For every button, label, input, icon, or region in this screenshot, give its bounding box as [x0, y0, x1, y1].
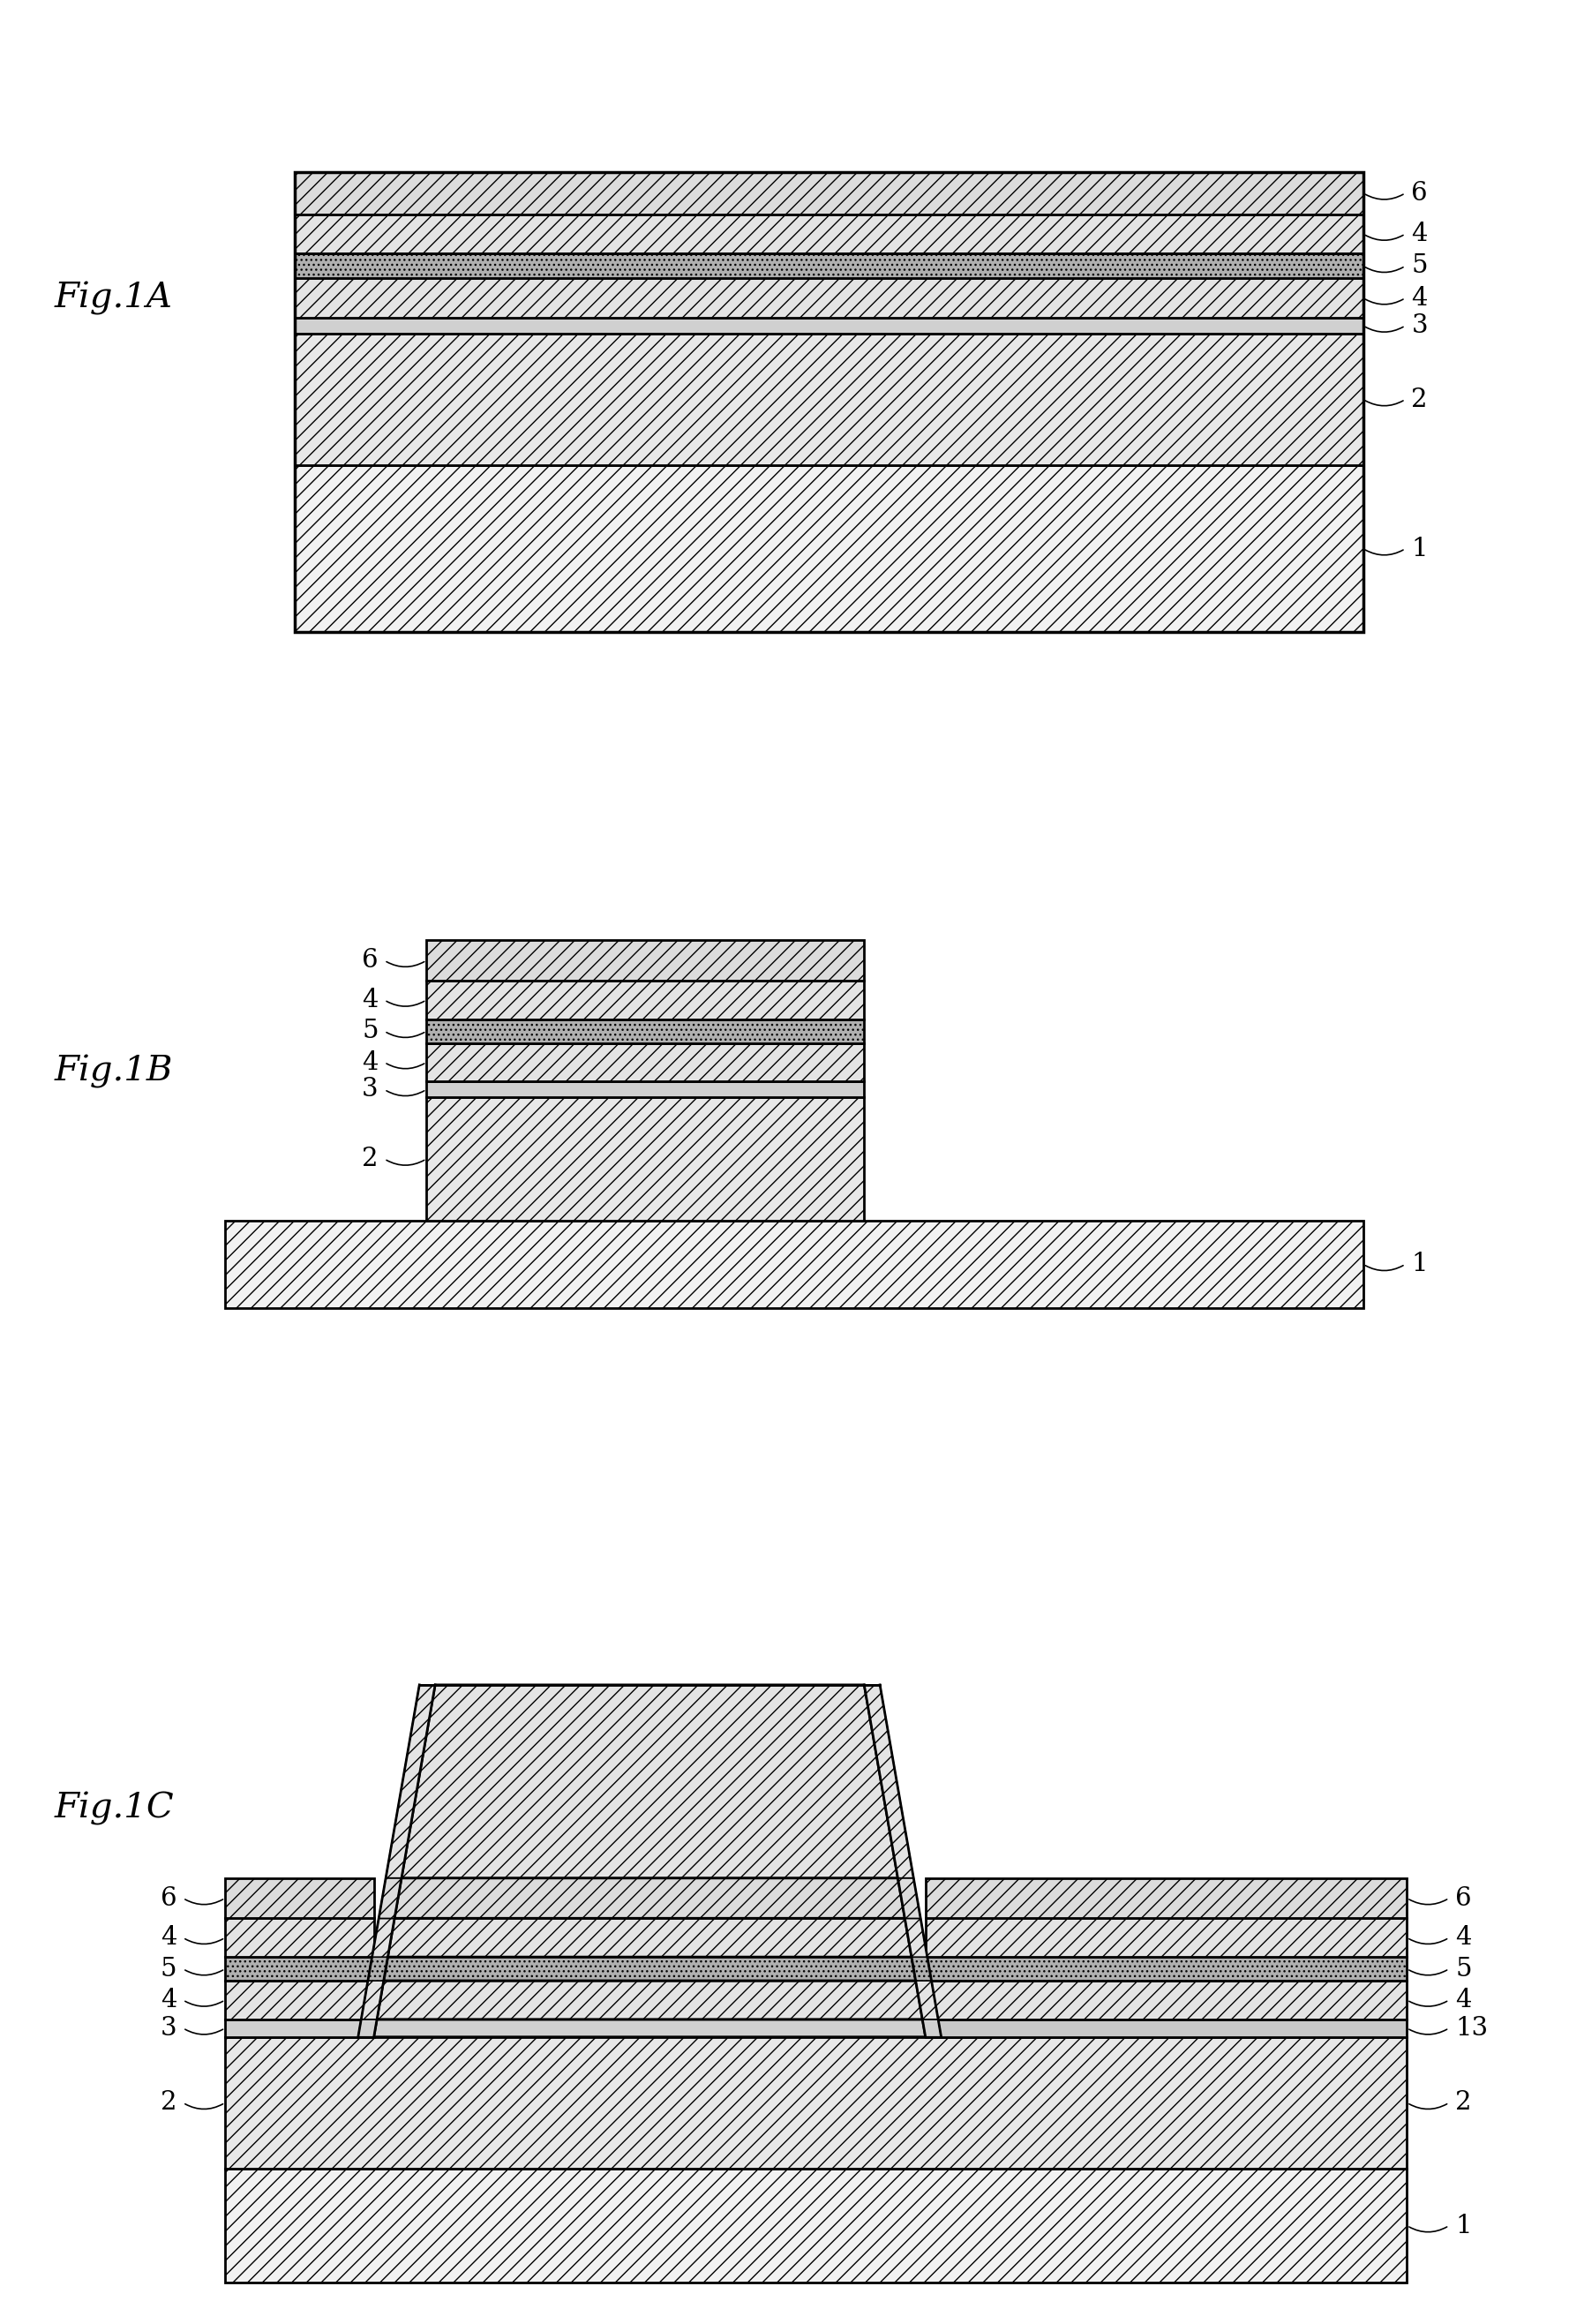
Bar: [295, 214, 1363, 253]
Bar: [427, 981, 865, 1020]
Polygon shape: [865, 1685, 913, 1878]
Bar: [926, 1980, 1407, 2020]
Polygon shape: [394, 1878, 905, 1917]
Text: 1: 1: [1412, 1253, 1428, 1276]
Polygon shape: [388, 1917, 912, 1957]
Bar: [295, 279, 1363, 318]
Bar: [295, 172, 1363, 632]
Text: 2: 2: [160, 2089, 177, 2115]
Polygon shape: [916, 1980, 938, 2020]
Bar: [926, 1878, 1407, 1917]
Text: 3: 3: [160, 2015, 177, 2040]
Bar: [224, 1980, 373, 2020]
Polygon shape: [361, 1980, 384, 2020]
Bar: [224, 2168, 1407, 2282]
Text: 2: 2: [1412, 388, 1428, 411]
Text: 1: 1: [1454, 2212, 1472, 2238]
Text: 3: 3: [1412, 314, 1428, 337]
Bar: [295, 172, 1363, 214]
Text: 6: 6: [1412, 181, 1428, 205]
Text: 2: 2: [362, 1146, 378, 1171]
Bar: [427, 1020, 865, 1043]
Text: 4: 4: [362, 988, 378, 1013]
Text: 5: 5: [1454, 1957, 1472, 1982]
Bar: [224, 1878, 373, 1917]
Polygon shape: [384, 1957, 916, 1980]
Text: 6: 6: [1454, 1885, 1472, 1910]
Text: Fig.1B: Fig.1B: [55, 1055, 173, 1088]
Text: Fig.1C: Fig.1C: [55, 1792, 174, 1824]
Bar: [427, 1097, 865, 1220]
Bar: [427, 941, 865, 981]
Polygon shape: [367, 1957, 388, 1980]
Text: 13: 13: [1454, 2015, 1487, 2040]
Polygon shape: [905, 1917, 927, 1957]
Polygon shape: [897, 1878, 921, 1917]
Text: 5: 5: [160, 1957, 177, 1982]
Text: 4: 4: [362, 1050, 378, 1074]
Bar: [224, 2020, 373, 2036]
Polygon shape: [373, 2020, 926, 2036]
Text: 4: 4: [160, 1987, 177, 2013]
Text: Fig.1A: Fig.1A: [55, 281, 173, 316]
Text: 3: 3: [362, 1078, 378, 1102]
Text: 5: 5: [1412, 253, 1428, 279]
Polygon shape: [372, 1917, 394, 1957]
Polygon shape: [358, 2020, 377, 2036]
Bar: [295, 335, 1363, 465]
Bar: [427, 1043, 865, 1081]
Bar: [224, 1957, 373, 1980]
Text: 5: 5: [362, 1018, 378, 1043]
Text: 4: 4: [1454, 1924, 1472, 1950]
Bar: [427, 1081, 865, 1097]
Bar: [926, 1957, 1407, 1980]
Bar: [224, 1220, 1363, 1308]
Bar: [295, 253, 1363, 279]
Bar: [926, 2020, 1407, 2036]
Polygon shape: [402, 1685, 897, 1878]
Text: 2: 2: [1454, 2089, 1472, 2115]
Text: 1: 1: [1412, 537, 1428, 560]
Bar: [295, 318, 1363, 335]
Text: 4: 4: [1412, 221, 1428, 246]
Polygon shape: [378, 1878, 402, 1917]
Bar: [926, 1917, 1407, 1957]
Text: 4: 4: [1412, 286, 1428, 311]
Bar: [295, 465, 1363, 632]
Bar: [224, 1917, 373, 1957]
Text: 6: 6: [362, 948, 378, 974]
Text: 6: 6: [160, 1885, 177, 1910]
Polygon shape: [377, 1980, 923, 2020]
Polygon shape: [923, 2020, 941, 2036]
Text: 4: 4: [160, 1924, 177, 1950]
Bar: [224, 2036, 1407, 2168]
Polygon shape: [386, 1685, 435, 1878]
Text: 4: 4: [1454, 1987, 1472, 2013]
Polygon shape: [912, 1957, 932, 1980]
